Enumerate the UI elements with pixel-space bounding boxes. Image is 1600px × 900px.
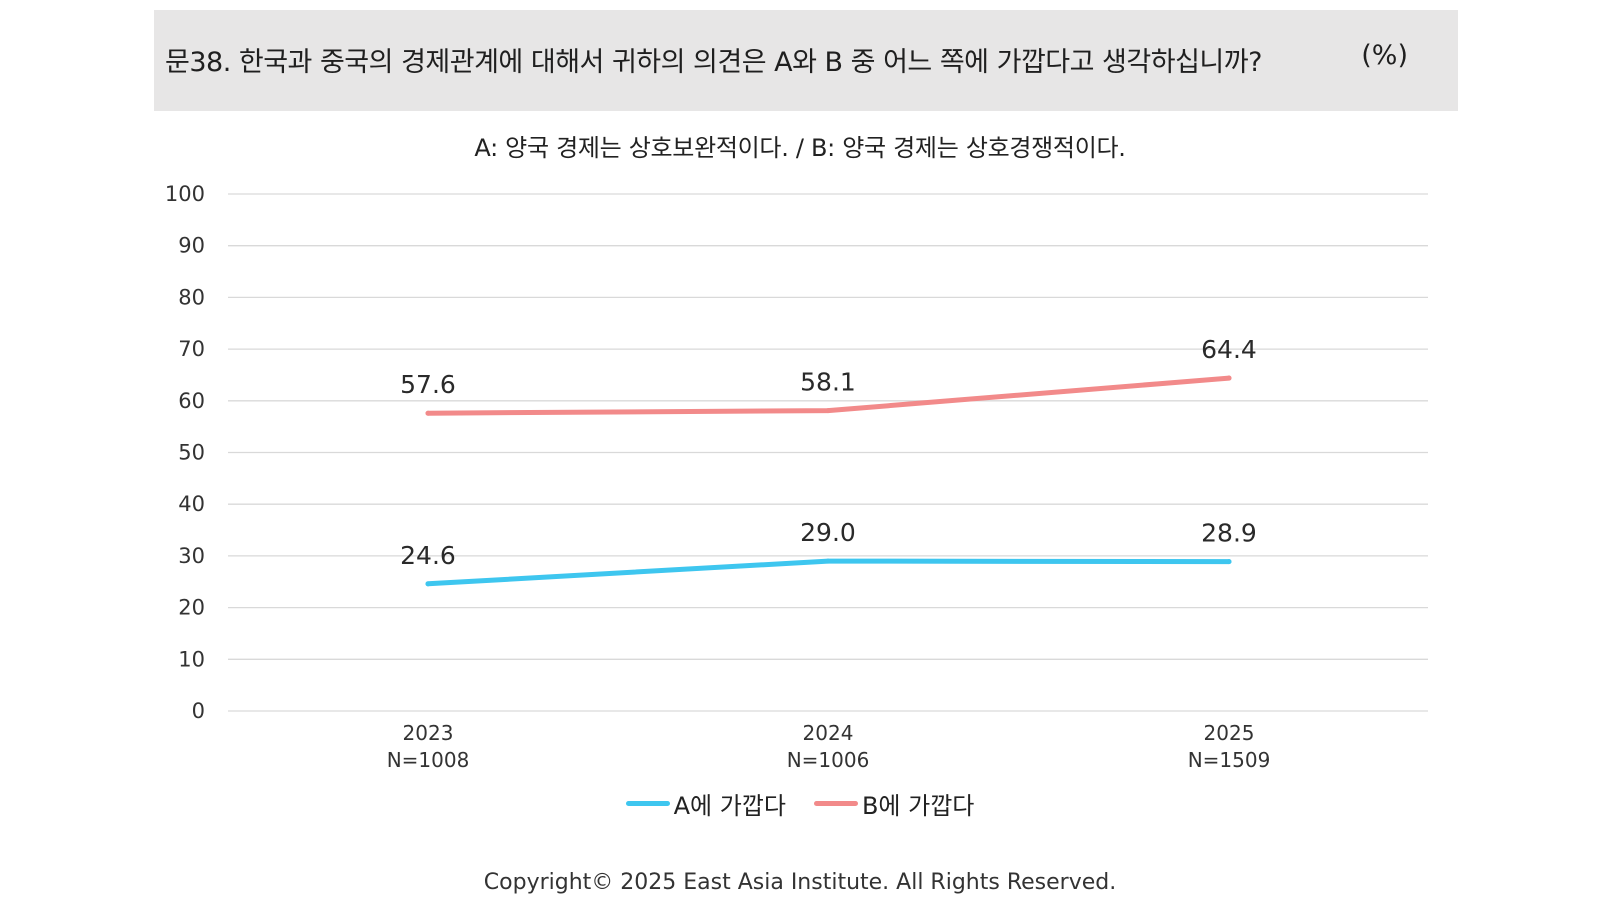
chart-legend: A에 가깝다 B에 가깝다 [0, 786, 1600, 821]
y-tick-label: 80 [178, 285, 205, 309]
data-label: 58.1 [800, 368, 856, 397]
y-tick-label: 50 [178, 441, 205, 465]
question-title: 문38. 한국과 중국의 경제관계에 대해서 귀하의 의견은 A와 B 중 어느… [165, 47, 1262, 78]
data-label: 24.6 [400, 541, 456, 570]
data-label: 29.0 [800, 518, 856, 547]
data-label: 28.9 [1201, 519, 1257, 548]
y-tick-label: 10 [178, 647, 205, 671]
unit-label: (%) [1361, 40, 1408, 71]
x-sample-size-label: N=1008 [387, 748, 470, 772]
data-label: 64.4 [1201, 335, 1257, 364]
question-header [154, 10, 1458, 111]
y-tick-label: 0 [192, 699, 205, 723]
series-line-a [425, 558, 1232, 587]
data-point [425, 581, 431, 587]
legend-swatch-b [813, 801, 858, 806]
x-tick-label: 2025 [1204, 721, 1255, 745]
legend-item-b: B에 가깝다 [813, 786, 975, 821]
y-tick-label: 20 [178, 596, 205, 620]
data-point [825, 558, 831, 564]
y-tick-label: 60 [178, 389, 205, 413]
y-tick-label: 90 [178, 234, 205, 258]
data-point [1226, 375, 1232, 381]
data-label: 57.6 [400, 370, 456, 399]
data-point [425, 410, 431, 416]
y-tick-label: 100 [165, 182, 205, 206]
legend-swatch-a [625, 801, 670, 806]
chart-subtitle: A: 양국 경제는 상호보완적이다. / B: 양국 경제는 상호경쟁적이다. [474, 134, 1126, 162]
legend-label-a: A에 가깝다 [673, 792, 786, 820]
data-point [825, 408, 831, 414]
legend-label-b: B에 가깝다 [861, 792, 975, 820]
y-tick-label: 30 [178, 544, 205, 568]
copyright-notice: Copyright© 2025 East Asia Institute. All… [483, 870, 1117, 895]
x-sample-size-label: N=1006 [787, 748, 870, 772]
legend-item-a: A에 가깝다 [625, 786, 786, 821]
x-sample-size-label: N=1509 [1188, 748, 1271, 772]
data-point [1226, 559, 1232, 565]
y-tick-label: 70 [178, 337, 205, 361]
x-tick-label: 2023 [403, 721, 454, 745]
x-tick-label: 2024 [803, 721, 854, 745]
y-tick-label: 40 [178, 492, 205, 516]
